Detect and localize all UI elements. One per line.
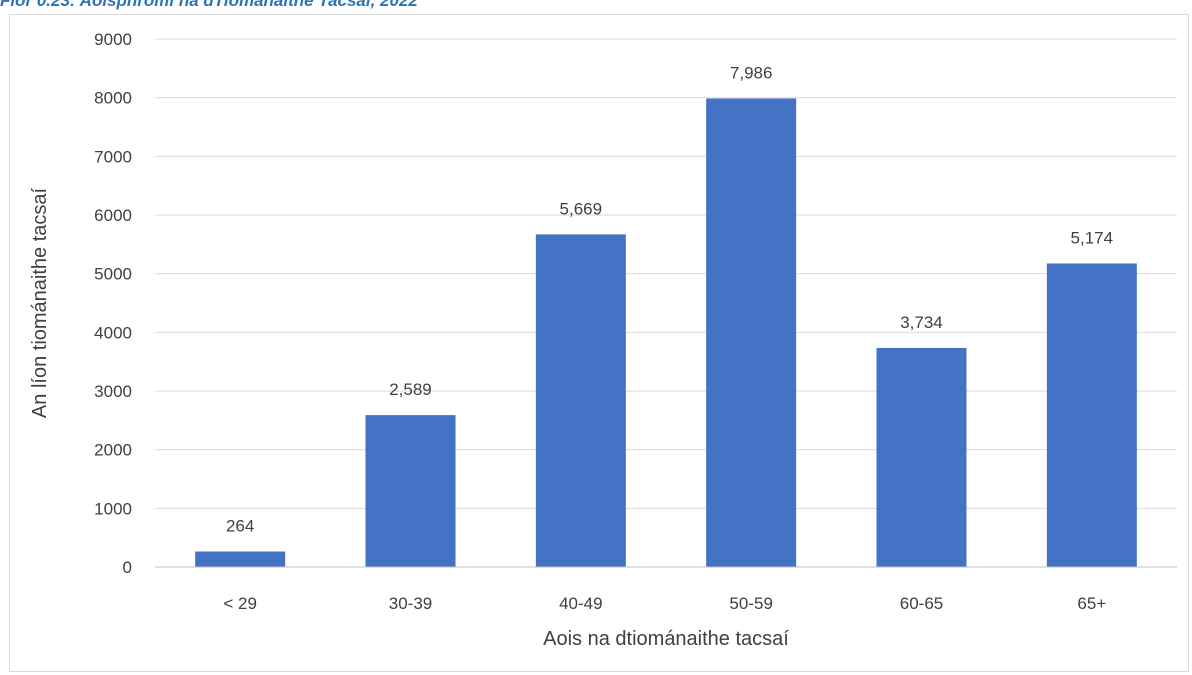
data-label: 5,669 [560, 199, 603, 218]
bar [365, 415, 456, 567]
data-labels: 264 2,589 5,669 7,986 3,734 5,174 [226, 63, 1113, 535]
y-tick-label: 7000 [94, 147, 132, 166]
bar [706, 98, 797, 567]
data-label: 2,589 [389, 380, 432, 399]
data-label: 3,734 [900, 313, 943, 332]
y-tick-label: 4000 [94, 323, 132, 342]
bar [535, 234, 626, 567]
bars [195, 98, 1137, 567]
y-axis-ticks: 0 1000 2000 3000 4000 5000 6000 7000 8000 9000 [94, 30, 132, 577]
bar [876, 347, 967, 567]
x-axis-title: Aois na dtiománaithe tacsaí [543, 628, 789, 650]
y-tick-label: 2000 [94, 441, 132, 460]
y-tick-label: 6000 [94, 206, 132, 225]
data-label: 5,174 [1071, 228, 1114, 247]
y-tick-label: 1000 [94, 499, 132, 518]
data-label: 7,986 [730, 63, 773, 82]
y-tick-label: 0 [123, 558, 132, 577]
gridlines [155, 38, 1177, 509]
figure-caption: Fíor 0.23: Aoisphróifíl na dTiománaithe … [0, 0, 418, 10]
y-axis-title: An líon tiománaithe tacsaí [29, 187, 51, 418]
bar [1046, 263, 1137, 567]
y-tick-label: 3000 [94, 382, 132, 401]
y-tick-label: 9000 [94, 30, 132, 49]
x-tick-label: < 29 [223, 594, 257, 613]
x-axis-ticks: < 29 30-39 40-49 50-59 60-65 65+ [223, 594, 1106, 613]
x-tick-label: 30-39 [389, 594, 432, 613]
x-tick-label: 65+ [1077, 594, 1106, 613]
y-tick-label: 5000 [94, 265, 132, 284]
bar [195, 551, 286, 567]
x-tick-label: 40-49 [559, 594, 602, 613]
data-label: 264 [226, 517, 254, 536]
x-tick-label: 60-65 [900, 594, 943, 613]
y-tick-label: 8000 [94, 89, 132, 108]
x-tick-label: 50-59 [729, 594, 772, 613]
